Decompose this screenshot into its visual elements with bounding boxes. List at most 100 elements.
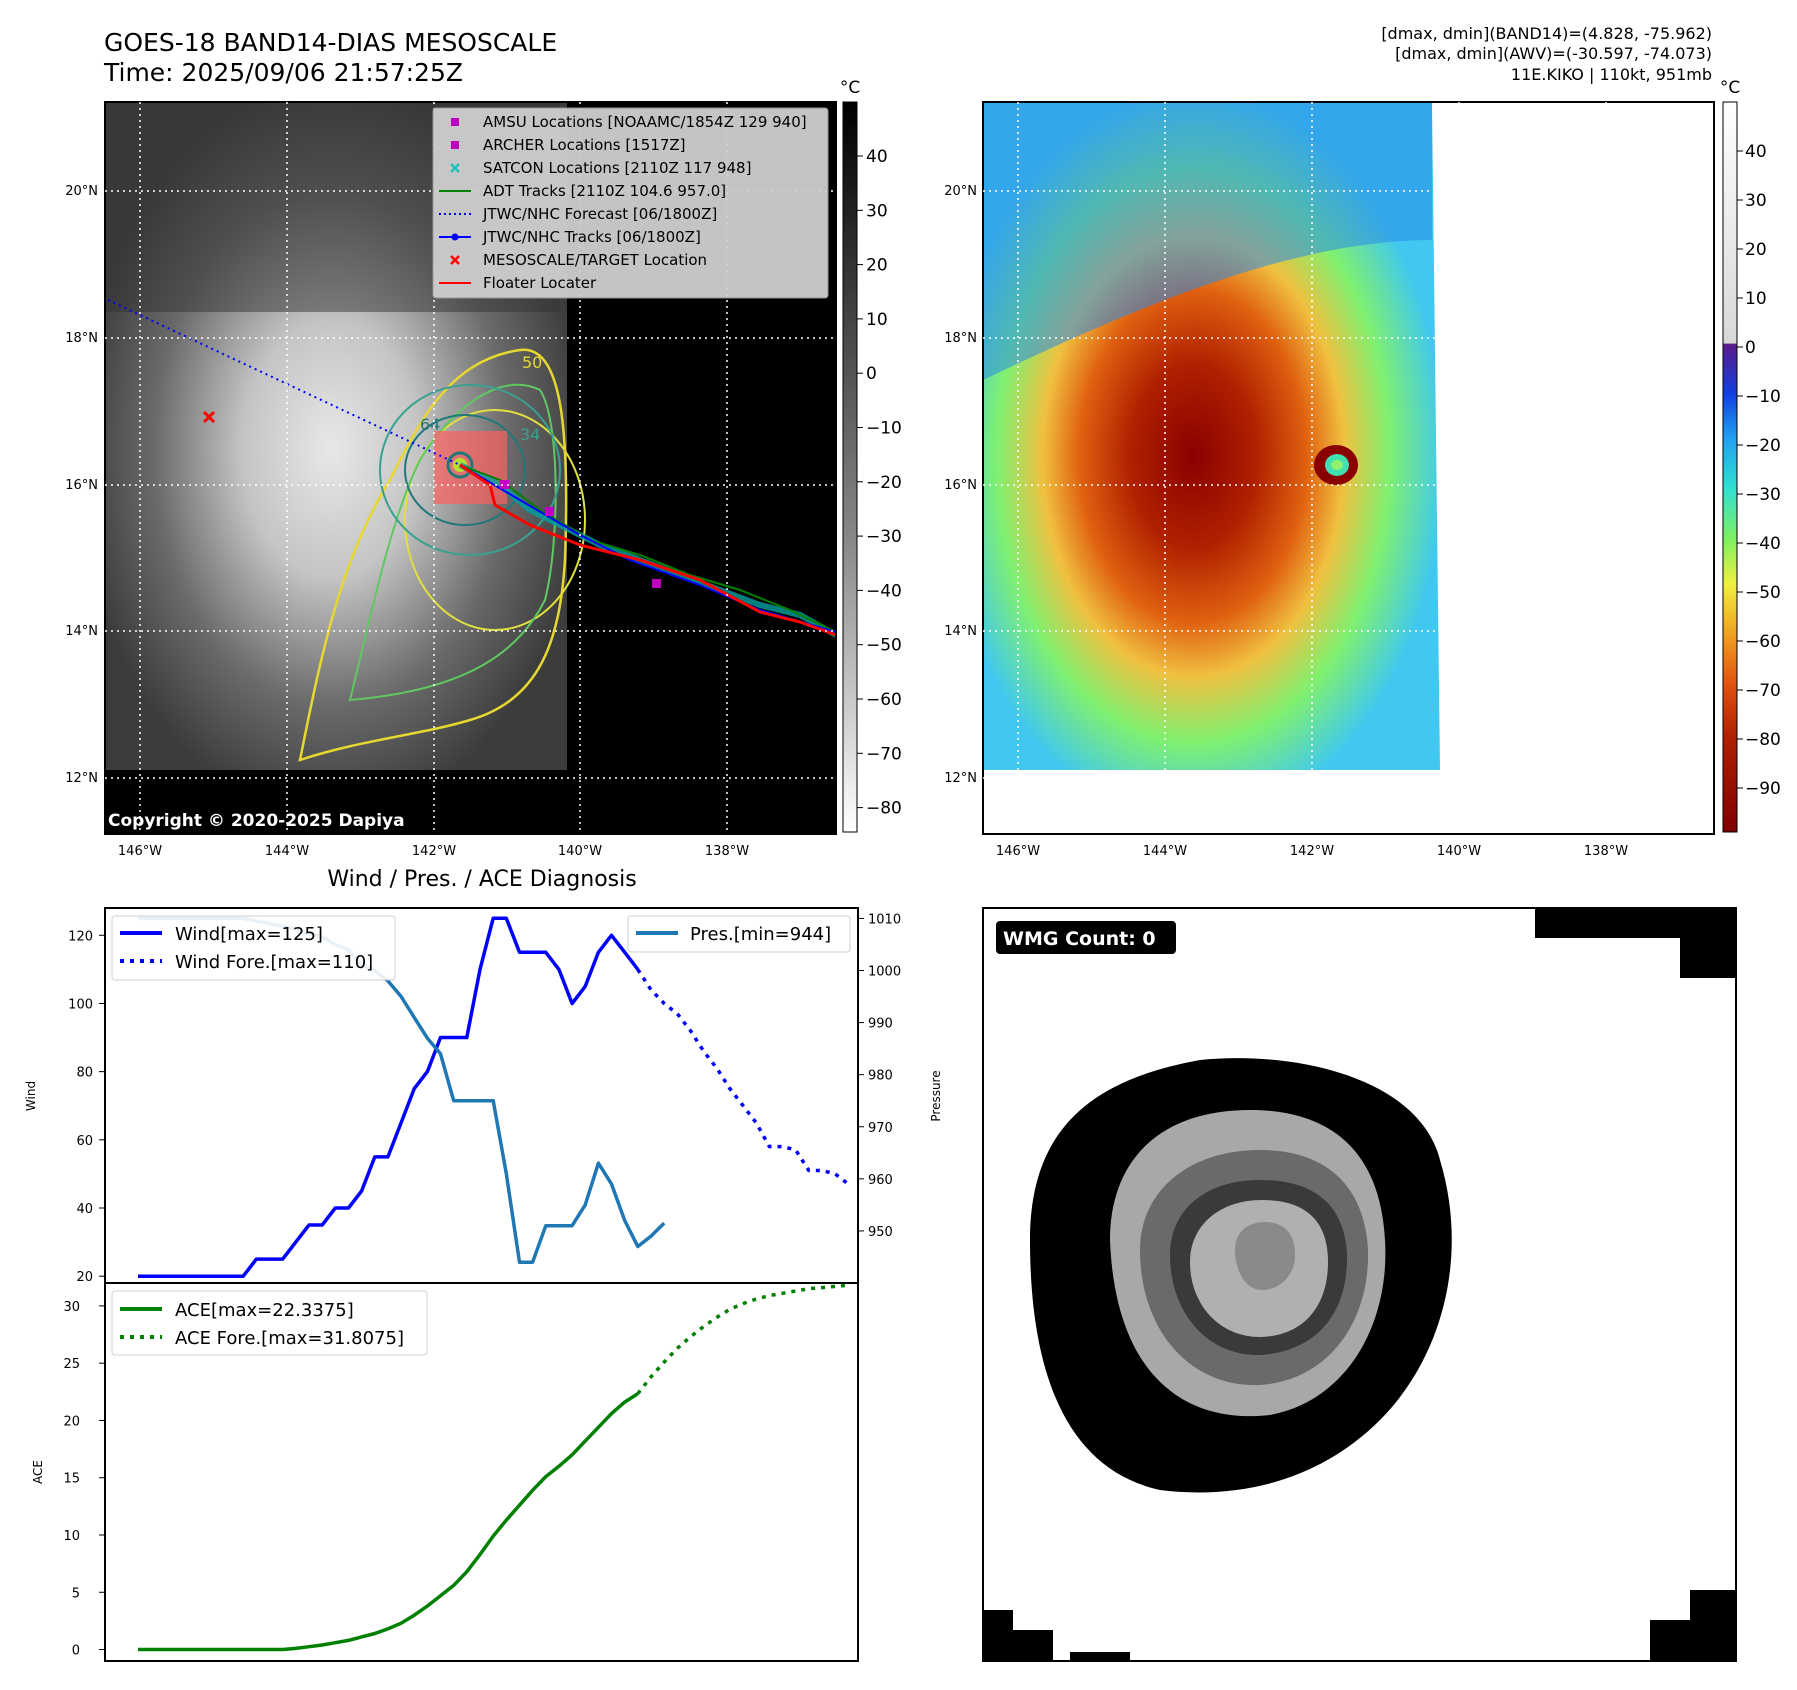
legend-item-label: JTWC/NHC Forecast [06/1800Z]	[482, 205, 717, 223]
map2-lon-labels: 146°W 144°W 142°W 140°W 138°W	[996, 844, 1628, 859]
legend-item-label: MESOSCALE/TARGET Location	[483, 251, 707, 269]
ace-ytick: 10	[63, 1529, 80, 1544]
wind-ytick: 100	[68, 997, 93, 1012]
lon-label: 140°W	[1437, 844, 1481, 859]
wind-chart-title: Wind / Pres. / ACE Diagnosis	[327, 867, 636, 892]
colorbar-tick: 0	[866, 364, 877, 384]
colorbar1-unit: °C	[840, 78, 860, 98]
colorbar-tick: −80	[866, 799, 902, 819]
legend-marker-square	[451, 118, 459, 126]
pressure-ytick: 980	[868, 1069, 893, 1084]
lon-label: 144°W	[265, 844, 309, 859]
lat-label: 12°N	[65, 771, 98, 786]
pressure-ytick: 960	[868, 1173, 893, 1188]
colorbar2-unit: °C	[1720, 78, 1740, 98]
ace-forecast-line	[636, 1283, 849, 1395]
colorbar-tick: 10	[1745, 289, 1767, 309]
legend-wind-fore-label: Wind Fore.[max=110]	[175, 952, 373, 973]
wmg-count-badge	[996, 921, 1176, 954]
ace-chart: ACE 30 25 20 15 10 5 0 ACE[max=22.3375] ACE Fo…	[31, 1282, 859, 1662]
pressure-ylabel: Pressure	[929, 1070, 943, 1121]
legend-item-label: ADT Tracks [2110Z 104.6 957.0]	[483, 182, 726, 200]
pressure-ytick: 990	[868, 1017, 893, 1032]
color-ir-map-panel: 20°N 18°N 16°N 14°N 12°N 146°W 144°W 142°W 140°…	[944, 101, 1715, 859]
lat-label: 12°N	[944, 771, 977, 786]
lon-label: 144°W	[1143, 844, 1187, 859]
figure-time: Time: 2025/09/06 21:57:25Z	[103, 58, 463, 87]
lon-label: 142°W	[412, 844, 456, 859]
figure-title: GOES-18 BAND14-DIAS MESOSCALE	[104, 28, 557, 57]
jtwc-track	[459, 464, 836, 633]
colorbar-tick: −80	[1745, 730, 1781, 750]
ace-ylabel: ACE	[31, 1460, 45, 1484]
colorbar-tick: −40	[866, 581, 902, 601]
colorbar-tick: −70	[1745, 681, 1781, 701]
colorbar-tick: −10	[1745, 387, 1781, 407]
lon-label: 138°W	[1584, 844, 1628, 859]
legend-marker-dot	[451, 233, 459, 241]
colorbar-tick: 0	[1745, 338, 1756, 358]
ace-ytick: 20	[63, 1414, 80, 1429]
legend-item-label: Floater Locater	[483, 274, 597, 292]
ace-ytick: 5	[72, 1586, 80, 1601]
colorbar-tick: 30	[866, 201, 888, 221]
contour-label-34: 34	[520, 425, 540, 444]
colorbar-tick: −20	[1745, 436, 1781, 456]
colorbar-tick: 40	[1745, 142, 1767, 162]
wind-ylabel: Wind	[24, 1081, 38, 1111]
colorbar-tick: −60	[1745, 632, 1781, 652]
legend-item-label: JTWC/NHC Tracks [06/1800Z]	[482, 228, 701, 246]
colorbar-tick: −30	[866, 527, 902, 547]
ace-ytick: 0	[72, 1644, 80, 1659]
contour-label-50: 50	[522, 353, 542, 372]
legend-item-label: SATCON Locations [2110Z 117 948]	[483, 159, 751, 177]
lat-label: 20°N	[65, 184, 98, 199]
map1-lat-labels: 20°N 18°N 16°N 14°N 12°N	[65, 184, 98, 786]
wind-ytick: 80	[76, 1066, 93, 1081]
lon-label: 140°W	[558, 844, 602, 859]
lat-label: 16°N	[65, 478, 98, 493]
pressure-legend: Pres.[min=944]	[627, 915, 851, 953]
legend-item-label: ARCHER Locations [1517Z]	[483, 136, 686, 154]
wind-pressure-chart: Wind Pressure 120 100 80 60 40 20 1010 1000 990…	[24, 907, 943, 1285]
amsu-marker	[500, 480, 509, 489]
lat-label: 18°N	[944, 331, 977, 346]
lat-label: 16°N	[944, 478, 977, 493]
archer-marker	[545, 507, 554, 516]
ace-line	[138, 1392, 639, 1652]
legend-ace-label: ACE[max=22.3375]	[175, 1300, 354, 1321]
colorbar-tick: −90	[1745, 779, 1781, 799]
wmg-count-label: WMG Count: 0	[1003, 928, 1156, 950]
legend-wind-label: Wind[max=125]	[175, 924, 323, 945]
colorbar-tick: −50	[1745, 583, 1781, 603]
lat-label: 14°N	[65, 624, 98, 639]
amsu-marker-2	[652, 579, 661, 588]
adt-track	[459, 464, 836, 633]
legend-item-label: AMSU Locations [NOAAMC/1854Z 129 940]	[483, 113, 807, 131]
colorbar-tick: −70	[866, 744, 902, 764]
wind-forecast-line	[636, 968, 850, 1186]
ace-ytick: 15	[63, 1472, 80, 1487]
pressure-ytick: 1000	[868, 965, 901, 980]
colorbar-tick: 10	[866, 310, 888, 330]
lon-label: 142°W	[1290, 844, 1334, 859]
colorbar-tick: 40	[866, 147, 888, 167]
wind-ytick: 120	[68, 929, 93, 944]
pressure-ytick: 950	[868, 1225, 893, 1240]
info-line-2: [dmax, dmin](AWV)=(-30.597, -74.073)	[1395, 44, 1712, 63]
colorbar-gray: °C 40 30 20 10 0 −10 −20 −30 −40 −50 −60 −70 −80	[840, 78, 902, 833]
info-line-3: 11E.KIKO | 110kt, 951mb	[1511, 65, 1712, 84]
contour-label-64: 64	[420, 415, 440, 434]
map2-gridlines	[983, 102, 1714, 834]
legend-marker-square	[451, 141, 459, 149]
map-legend: AMSU Locations [NOAAMC/1854Z 129 940] ARC…	[432, 107, 829, 299]
colorbar-tick: −50	[866, 636, 902, 656]
colorbar-tick: 20	[866, 256, 888, 276]
colorbar-tick: −40	[1745, 534, 1781, 554]
legend-marker-x	[450, 255, 460, 265]
colorbar-tick: 20	[1745, 240, 1767, 260]
lon-label: 146°W	[996, 844, 1040, 859]
lat-label: 14°N	[944, 624, 977, 639]
wmg-panel: WMG Count: 0	[982, 907, 1737, 1662]
floater-track	[459, 463, 836, 637]
